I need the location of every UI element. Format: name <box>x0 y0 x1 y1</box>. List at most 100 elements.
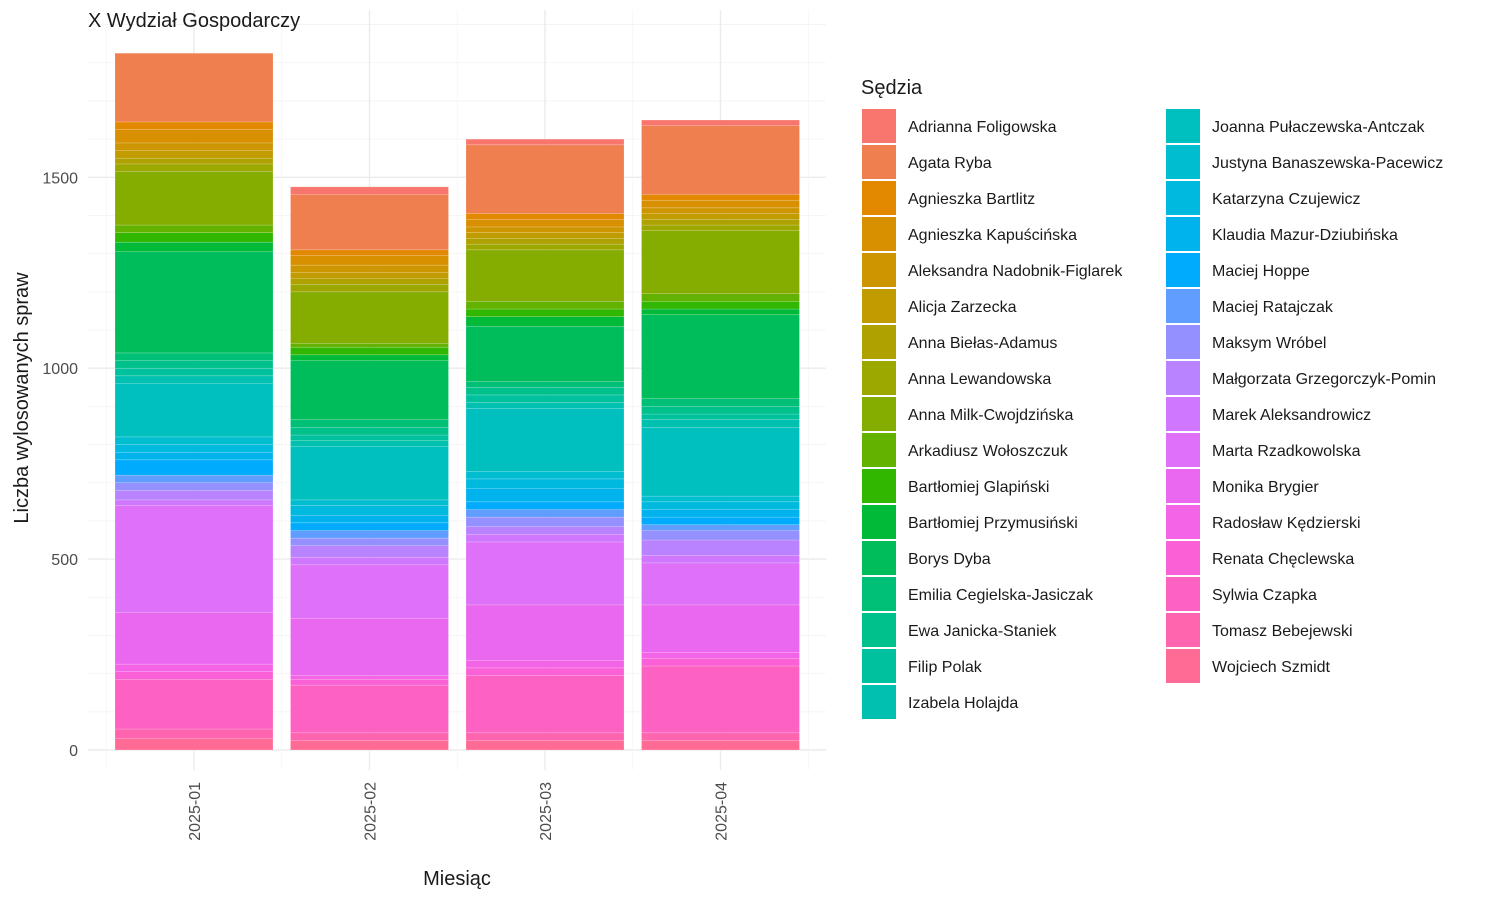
bar-segment <box>114 360 274 369</box>
bar-segment <box>290 679 449 686</box>
bar-segment <box>641 125 800 195</box>
legend-item: Marek Aleksandrowicz <box>1166 397 1371 431</box>
bar-segment <box>465 501 625 510</box>
bar-segment <box>641 224 800 232</box>
bar-segment <box>465 226 625 233</box>
bar-segment <box>465 249 625 302</box>
legend-item: Marta Rzadkowolska <box>1166 433 1361 467</box>
legend-item: Renata Chęclewska <box>1166 541 1354 575</box>
x-tick-label: 2025-03 <box>538 782 555 841</box>
legend-key <box>862 109 896 143</box>
chart-title: X Wydział Gospodarczy <box>88 10 300 32</box>
legend-label: Bartłomiej Przymusiński <box>908 515 1078 532</box>
bar-segment <box>641 230 800 294</box>
bar-segment <box>641 740 800 751</box>
bar-segment <box>465 301 625 310</box>
legend-key <box>862 217 896 251</box>
bar-segment <box>290 264 449 274</box>
legend-key <box>862 181 896 215</box>
legend-item: Monika Brygier <box>1166 469 1319 503</box>
bar-segment <box>641 194 800 201</box>
bar-segment <box>641 509 800 518</box>
legend-key <box>862 541 896 575</box>
bar-segment <box>114 232 274 243</box>
bar-segment <box>641 501 800 510</box>
bar-segment <box>114 738 274 751</box>
bar-segment <box>465 408 625 472</box>
bar-segment <box>114 241 274 253</box>
bar-segment <box>290 255 449 266</box>
legend-item: Alicja Zarzecka <box>862 289 1017 323</box>
bar-segment <box>114 671 274 680</box>
legend-key <box>862 505 896 539</box>
bar-segment <box>290 249 449 256</box>
bar-segment <box>641 413 800 420</box>
legend-label: Filip Polak <box>908 659 983 676</box>
bar-segment <box>465 325 625 382</box>
bar-segment <box>465 526 625 535</box>
bar-segment <box>641 516 800 525</box>
bar-segment <box>114 612 274 665</box>
bar-segment <box>114 679 274 730</box>
bar-segment <box>290 360 449 420</box>
bar-segment <box>465 732 625 741</box>
bar-segment <box>641 406 800 415</box>
legend-key <box>1166 181 1200 215</box>
legend-item: Izabela Holajda <box>862 685 1018 719</box>
bar-segment <box>465 219 625 228</box>
bar-segment <box>641 213 800 220</box>
legend-label: Justyna Banaszewska-Pacewicz <box>1212 155 1443 172</box>
bar-segment <box>290 440 449 447</box>
legend-key <box>862 577 896 611</box>
bar-segment <box>114 444 274 453</box>
bar-segment <box>465 675 625 734</box>
legend-item: Tomasz Bebejewski <box>1166 613 1353 647</box>
legend-item: Justyna Banaszewska-Pacewicz <box>1166 145 1443 179</box>
bar-segment <box>641 293 800 302</box>
bar-segment <box>290 537 449 546</box>
legend-item: Adrianna Foligowska <box>862 109 1057 143</box>
legend-key <box>862 613 896 647</box>
bar-segment <box>290 272 449 279</box>
bar-segment <box>641 219 800 226</box>
bar-segment <box>465 144 625 214</box>
bar-segment <box>465 394 625 403</box>
legend: Adrianna Foligowska Agata Ryba Agnieszka B… <box>862 109 1443 719</box>
bar-segment <box>114 367 274 377</box>
bar-segment <box>641 530 800 541</box>
bars <box>114 52 800 751</box>
legend-key <box>1166 325 1200 359</box>
bar-segment <box>465 541 625 606</box>
bar-segment <box>641 658 800 667</box>
legend-key <box>1166 253 1200 287</box>
legend-key <box>862 145 896 179</box>
legend-item: Filip Polak <box>862 649 983 683</box>
y-tick-labels: 0 500 1000 1500 <box>42 170 78 760</box>
legend-label: Emilia Cegielska-Jasiczak <box>908 587 1094 604</box>
bar-segment <box>465 213 625 220</box>
legend-item: Maciej Ratajczak <box>1166 289 1334 323</box>
legend-label: Joanna Pułaczewska-Antczak <box>1212 119 1426 136</box>
bar-segment <box>290 427 449 436</box>
bar-segment <box>114 383 274 438</box>
bar-segment <box>641 665 800 734</box>
legend-label: Małgorzata Grzegorczyk-Pomin <box>1212 371 1436 388</box>
legend-label: Agata Ryba <box>908 155 992 172</box>
legend-item: Sylwia Czapka <box>1166 577 1317 611</box>
legend-key <box>1166 361 1200 395</box>
x-tick-labels: 2025-01 2025-02 2025-03 2025-04 <box>187 782 731 841</box>
bar-segment <box>641 652 800 659</box>
legend-label: Adrianna Foligowska <box>908 119 1057 136</box>
legend-item: Anna Biełas-Adamus <box>862 325 1057 359</box>
bar-segment <box>465 516 625 527</box>
legend-key <box>1166 649 1200 683</box>
bar-segment <box>641 419 800 428</box>
bar-segment <box>290 434 449 441</box>
bar-segment <box>290 354 449 361</box>
bar-segment <box>290 283 449 293</box>
bar-segment <box>114 224 274 233</box>
legend-key <box>862 433 896 467</box>
y-tick-label: 500 <box>51 552 78 569</box>
bar-segment <box>114 490 274 501</box>
